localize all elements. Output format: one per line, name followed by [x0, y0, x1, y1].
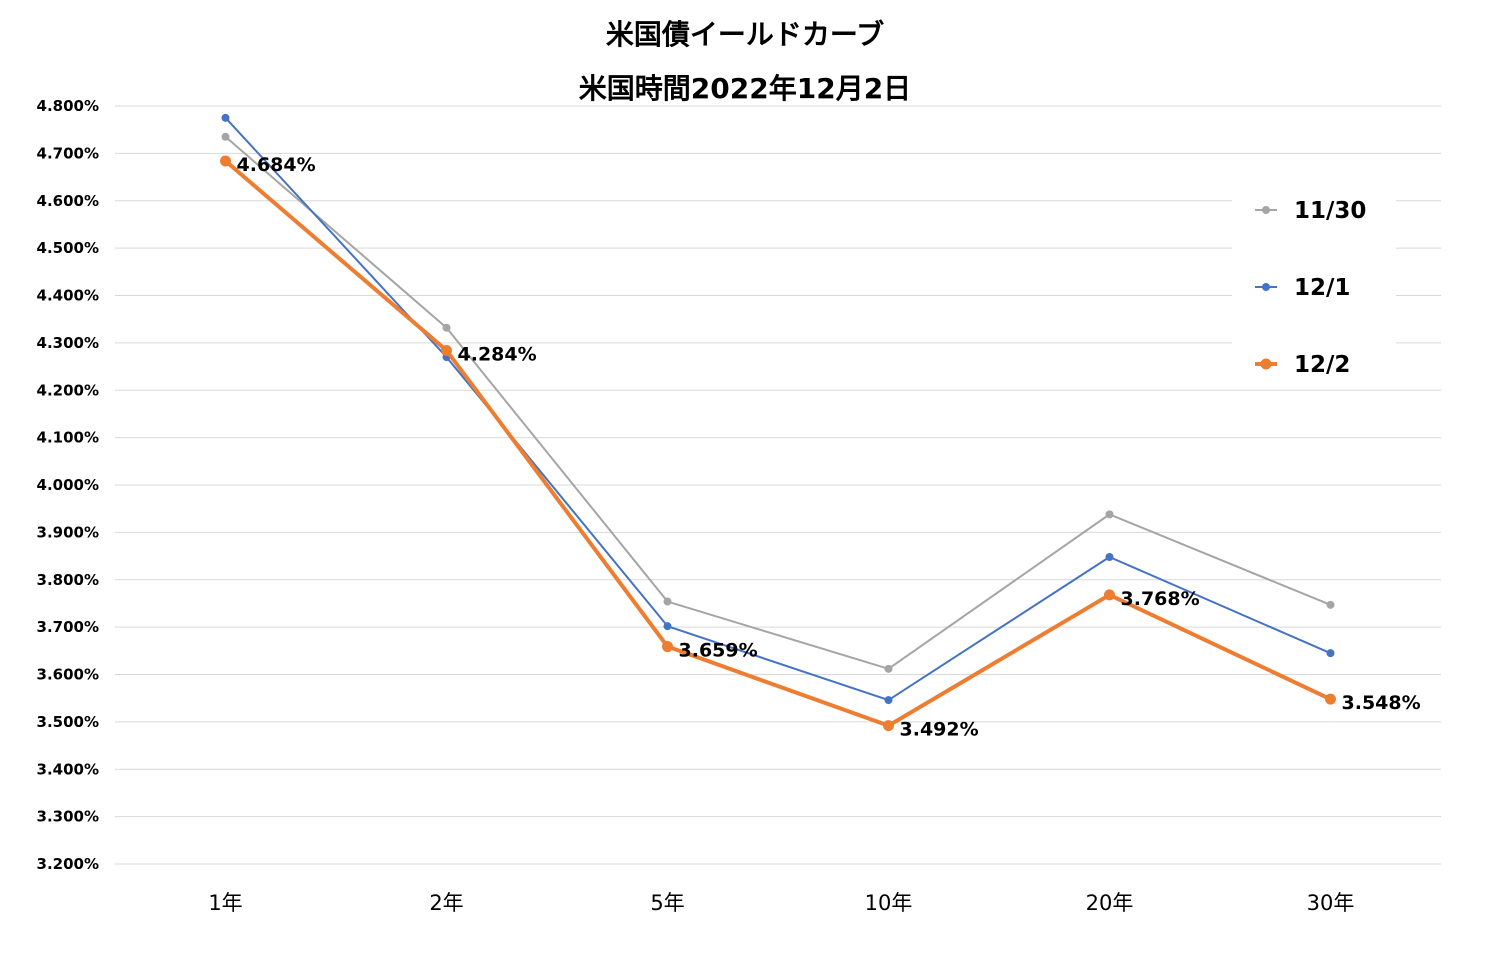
series-line: [224, 159, 1332, 728]
y-tick-label: 3.900%: [37, 523, 99, 541]
x-tick-label: 20年: [1086, 891, 1134, 915]
data-point: [663, 622, 672, 631]
legend-label: 12/2: [1294, 352, 1350, 378]
series-1: [221, 132, 1335, 673]
chart-title-line-2: 米国時間2022年12月2日: [579, 72, 911, 105]
data-labels: 4.684% 4.284% 3.659% 3.492% 3.768% 3.548%: [237, 154, 1421, 741]
data-label: 3.768%: [1121, 588, 1200, 610]
series-3: [220, 155, 1336, 732]
y-tick-label: 3.200%: [37, 855, 99, 873]
x-tick-label: 5年: [650, 891, 684, 915]
legend-label: 11/30: [1294, 198, 1366, 224]
chart-title-line-1: 米国債イールドカーブ: [606, 18, 884, 51]
y-tick-label: 3.400%: [37, 760, 99, 778]
series-layer: [220, 113, 1336, 732]
y-axis-ticks: 4.800% 4.700% 4.600% 4.500% 4.400% 4.300% 4.20…: [37, 97, 99, 873]
y-tick-label: 3.800%: [37, 571, 99, 589]
data-point: [221, 113, 230, 122]
data-point: [442, 323, 451, 332]
x-tick-label: 10年: [865, 891, 913, 915]
x-tick-label: 1年: [208, 891, 242, 915]
data-point: [1105, 510, 1114, 519]
data-point: [662, 641, 673, 653]
y-tick-label: 4.500%: [37, 239, 99, 257]
data-label: 3.548%: [1342, 692, 1421, 714]
data-point: [441, 344, 452, 356]
legend: 11/30 12/1 12/2: [1232, 178, 1396, 388]
series-line: [224, 136, 1331, 670]
data-point: [1325, 693, 1336, 705]
x-tick-label: 30年: [1307, 891, 1355, 915]
data-point: [221, 132, 230, 141]
y-tick-label: 3.500%: [37, 713, 99, 731]
y-tick-label: 4.400%: [37, 287, 99, 305]
x-tick-label: 2年: [429, 891, 463, 915]
y-tick-label: 3.300%: [37, 808, 99, 826]
y-tick-label: 3.600%: [37, 666, 99, 684]
gridlines: [115, 105, 1441, 865]
legend-marker: [1262, 283, 1270, 291]
legend-background: [1232, 178, 1396, 388]
legend-item: 11/30: [1255, 198, 1366, 224]
data-point: [883, 720, 894, 732]
y-tick-label: 4.200%: [37, 381, 99, 399]
data-point: [1326, 649, 1335, 658]
y-tick-label: 4.600%: [37, 192, 99, 210]
chart-title: 米国債イールドカーブ 米国時間2022年12月2日: [579, 18, 911, 105]
y-tick-label: 4.100%: [37, 429, 99, 447]
y-tick-label: 4.300%: [37, 334, 99, 352]
legend-item: 12/2: [1255, 352, 1350, 378]
data-point: [884, 664, 893, 673]
data-label: 3.659%: [679, 640, 758, 662]
legend-marker: [1260, 358, 1272, 370]
data-label: 3.492%: [900, 719, 979, 741]
y-tick-label: 4.800%: [37, 97, 99, 115]
data-point: [1105, 553, 1114, 562]
series-2: [221, 113, 1335, 705]
y-tick-label: 4.000%: [37, 476, 99, 494]
data-point: [884, 696, 893, 705]
data-point: [1104, 589, 1115, 601]
x-axis-ticks: 1年 2年 5年 10年 20年 30年: [208, 891, 1354, 915]
series-line: [224, 117, 1331, 702]
data-label: 4.684%: [237, 154, 316, 176]
legend-label: 12/1: [1294, 275, 1350, 301]
legend-marker: [1262, 206, 1270, 214]
y-tick-label: 3.700%: [37, 618, 99, 636]
y-tick-label: 4.700%: [37, 144, 99, 162]
data-point: [1326, 600, 1335, 609]
data-label: 4.284%: [458, 343, 537, 365]
data-point: [663, 597, 672, 606]
legend-item: 12/1: [1255, 275, 1350, 301]
data-point: [220, 155, 231, 167]
